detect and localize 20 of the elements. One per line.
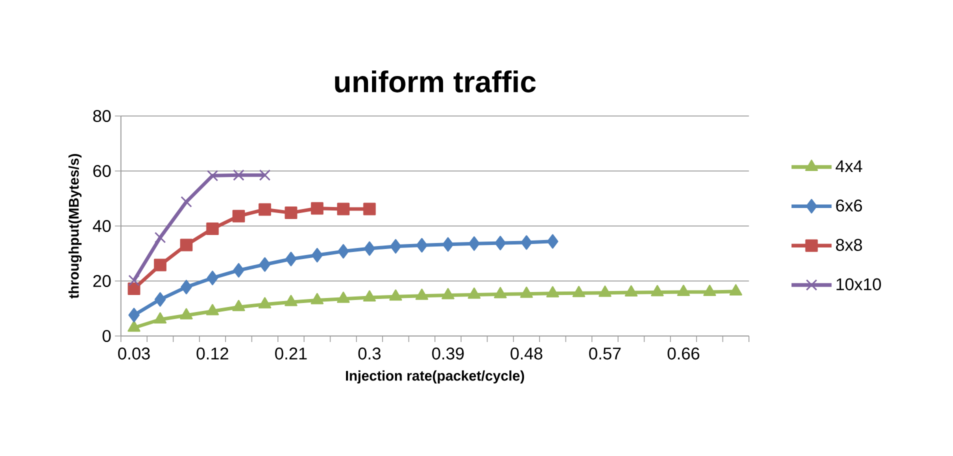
y-tick-label: 0 [102,330,111,342]
x-tick-label: 0.12 [196,348,228,360]
legend-label: 10x10 [836,278,881,290]
x-tick-label: 0.48 [510,348,542,360]
legend-label: 6x6 [836,200,862,212]
y-axis-title: throughput(MBytes/s) [68,154,82,299]
x-axis-title: Injection rate(packet/cycle) [346,370,524,384]
y-tick-label: 60 [93,164,111,178]
x-tick-label: 0.3 [358,348,381,360]
x-tick-label: 0.21 [275,348,307,360]
legend-label: 8x8 [836,238,862,251]
y-tick-label: 20 [93,274,111,288]
y-tick-label: 40 [92,220,111,232]
y-tick-label: 80 [93,110,111,122]
x-tick-label: 0.03 [118,348,150,360]
chart-title: uniform traffic [335,70,536,92]
legend-label: 4x4 [836,160,862,172]
x-tick-label: 0.66 [668,348,700,360]
x-tick-label: 0.57 [589,348,621,360]
x-tick-label: 0.39 [432,348,464,360]
